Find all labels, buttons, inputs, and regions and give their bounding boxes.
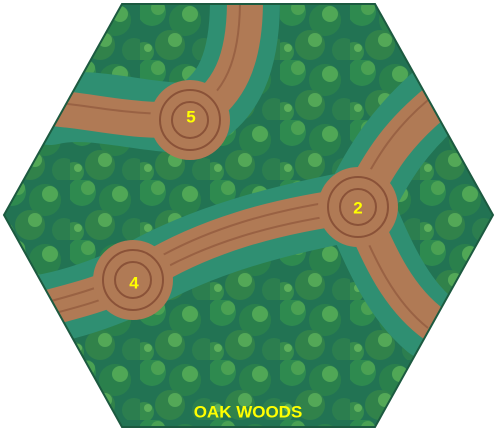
circle-ring xyxy=(102,249,164,311)
hex-label: 2 xyxy=(353,198,362,217)
tile-name: OAK WOODS xyxy=(194,402,303,421)
circle-ring xyxy=(114,261,152,299)
circle xyxy=(150,80,230,160)
circle-ring xyxy=(171,101,209,139)
hex-label: 5 xyxy=(186,107,195,126)
circle xyxy=(93,240,173,320)
circle-ring xyxy=(339,188,377,226)
circle-ring xyxy=(159,89,221,151)
hex-circles xyxy=(93,80,398,320)
hex-label: 4 xyxy=(129,273,139,292)
circle xyxy=(318,167,398,247)
hex-border xyxy=(2,3,495,428)
circle-ring xyxy=(327,176,389,238)
